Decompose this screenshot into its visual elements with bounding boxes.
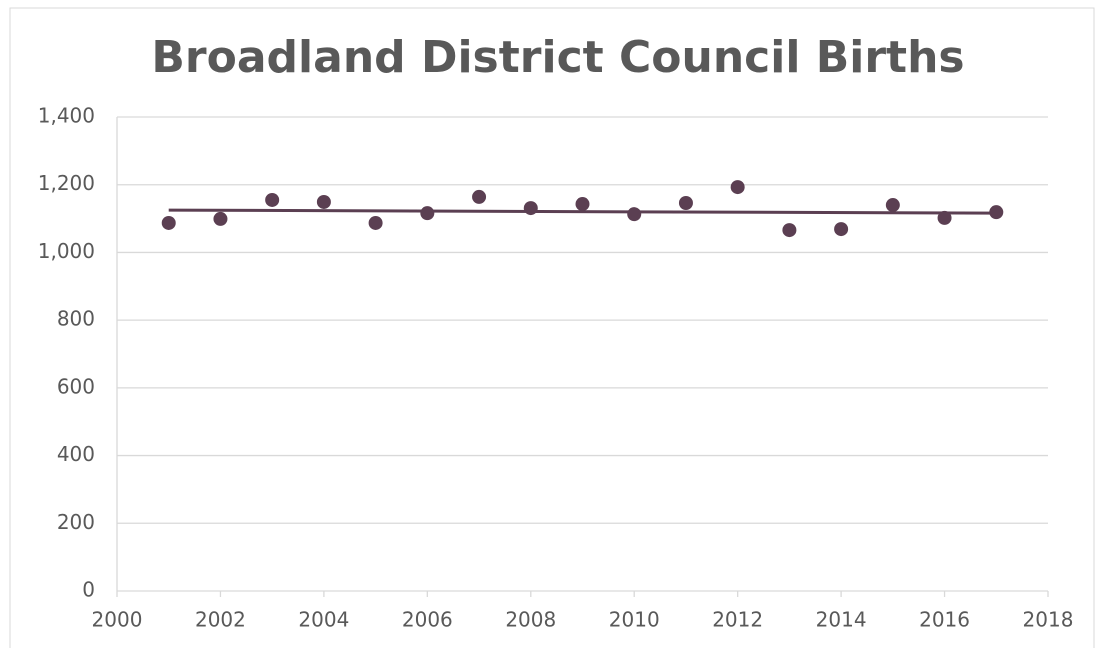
trendline [168, 208, 997, 215]
y-tick-label: 200 [57, 510, 95, 534]
x-tick-label: 2012 [712, 608, 763, 632]
point [265, 192, 280, 207]
point [834, 222, 849, 237]
y-tick-label: 1,200 [38, 171, 95, 195]
point [368, 215, 383, 230]
x-tick-label: 2006 [402, 608, 453, 632]
point [627, 207, 642, 222]
y-tick-label: 600 [57, 374, 95, 398]
point [782, 223, 797, 238]
x-tick-label: 2018 [1023, 608, 1074, 632]
x-tick-label: 2002 [195, 608, 246, 632]
y-tick-label: 0 [82, 578, 95, 602]
point [472, 189, 487, 204]
y-tick-label: 1,000 [38, 239, 95, 263]
x-tick-label: 2000 [92, 608, 143, 632]
point [989, 205, 1004, 220]
point [213, 211, 228, 226]
x-tick-label: 2004 [298, 608, 349, 632]
point [316, 194, 331, 209]
point [420, 206, 435, 221]
chart-title: Broadland District Council Births [151, 32, 964, 83]
point [730, 180, 745, 195]
point [885, 198, 900, 213]
point [523, 201, 538, 216]
point [575, 197, 590, 212]
x-tick-label: 2008 [505, 608, 556, 632]
x-tick-label: 2016 [919, 608, 970, 632]
chart-border [9, 7, 1095, 648]
y-tick-label: 800 [57, 307, 95, 331]
point [161, 215, 176, 230]
y-tick-label: 1,400 [38, 104, 95, 128]
point [678, 195, 693, 210]
x-tick-label: 2010 [609, 608, 660, 632]
x-tick-label: 2014 [816, 608, 867, 632]
point [937, 210, 952, 225]
y-tick-label: 400 [57, 442, 95, 466]
